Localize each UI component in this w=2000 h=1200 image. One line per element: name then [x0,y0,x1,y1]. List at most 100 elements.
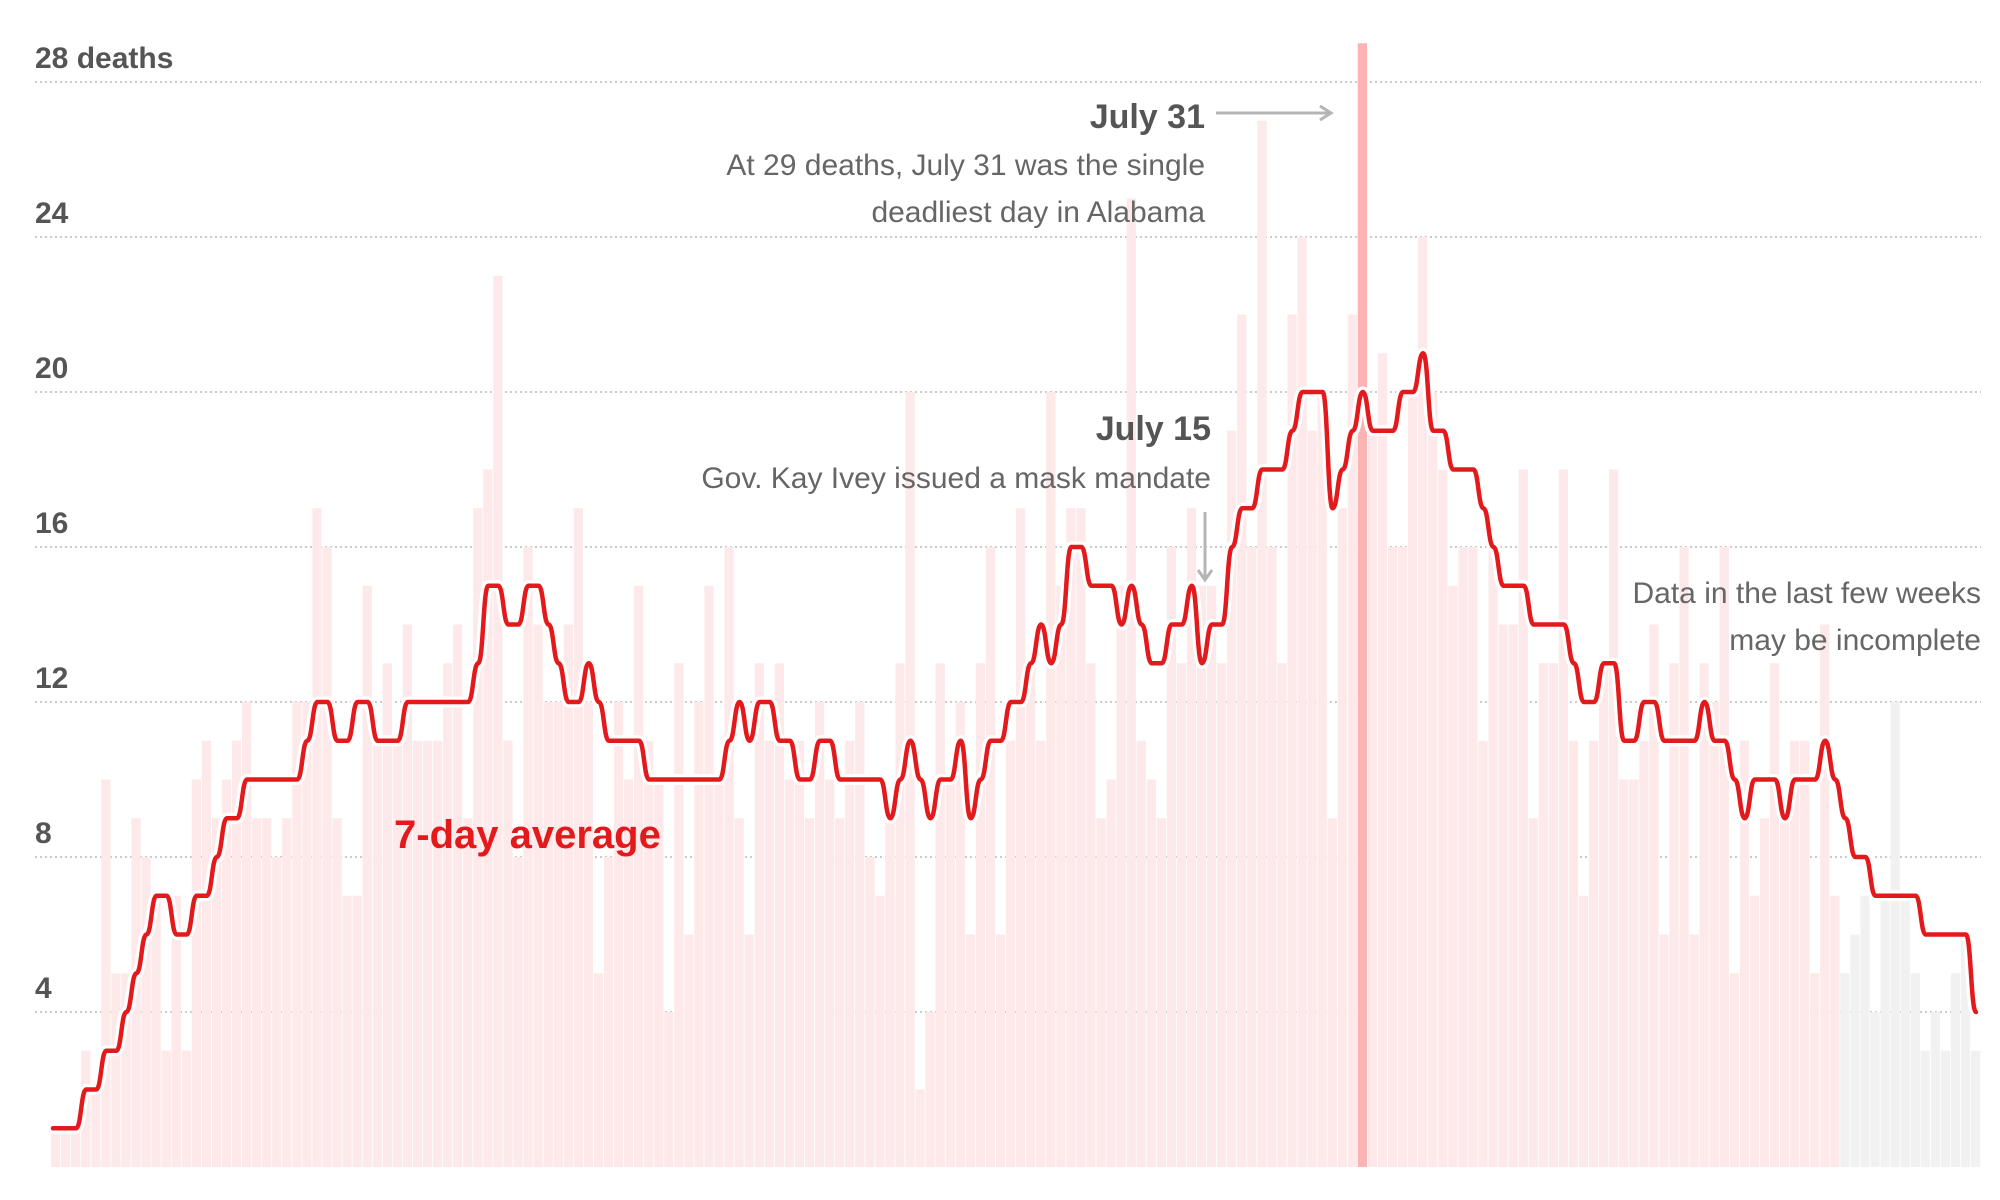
daily-bar [603,857,614,1167]
daily-bar [181,1050,191,1167]
daily-bar [694,702,704,1167]
daily-bar [915,1089,925,1167]
daily-bar [1800,740,1810,1167]
annotation-july-15: July 15 Gov. Kay Ivey issued a mask mand… [701,410,1214,583]
daily-bar [1096,818,1106,1167]
daily-bar [724,547,734,1167]
daily-bar [1206,585,1217,1167]
daily-bar [1377,353,1388,1167]
daily-bar [1619,779,1629,1167]
daily-bar [443,663,453,1167]
daily-bar [352,895,362,1167]
daily-bar [463,818,473,1167]
daily-bar [1568,740,1579,1167]
daily-bar [1146,779,1156,1167]
y-tick-label: 28 deaths [35,42,173,75]
arrow-down-icon [1196,512,1214,583]
daily-bar [1508,624,1518,1167]
daily-bar [855,702,865,1167]
daily-bar [1830,895,1840,1167]
daily-bar [1739,740,1750,1167]
daily-bar [1649,624,1659,1167]
daily-bar [382,663,392,1167]
daily-bars [51,43,1981,1167]
daily-bar [342,895,352,1167]
daily-bar [231,740,242,1167]
daily-bar [1005,740,1016,1167]
daily-bar [392,740,403,1167]
daily-bar [1810,973,1820,1167]
daily-bar [151,895,161,1167]
daily-bar [1749,895,1760,1167]
daily-bar [814,702,825,1167]
daily-bar [1227,430,1237,1167]
daily-bar [714,779,724,1167]
daily-bar [744,934,754,1167]
daily-bar [1779,818,1790,1167]
daily-bar [593,973,604,1167]
annotation-july-31: July 31 At 29 deaths, July 31 was the si… [726,98,1334,229]
daily-bar [935,663,945,1167]
daily-bar [1287,314,1297,1167]
daily-bar [1428,392,1438,1167]
daily-bar [1689,934,1699,1167]
y-tick-label: 8 [35,817,52,850]
daily-bar [623,779,634,1167]
daily-bar [804,818,815,1167]
daily-bar [1639,740,1649,1167]
daily-bar [1247,547,1257,1167]
y-tick-label: 4 [35,972,52,1005]
daily-bar [71,1128,81,1167]
daily-bar [1679,547,1689,1167]
daily-bar [362,585,372,1167]
daily-bar [1086,663,1096,1167]
daily-bar [945,779,955,1167]
seven-day-average-line [50,351,1979,1131]
daily-bar [121,973,131,1167]
y-tick-label: 12 [35,662,68,695]
daily-bar [302,702,312,1167]
daily-bar [141,857,151,1167]
daily-bar [1056,585,1066,1167]
daily-bar [885,818,895,1167]
daily-bar [1307,430,1317,1167]
daily-bar [221,779,232,1167]
daily-bar [985,547,996,1167]
daily-bar [1046,392,1056,1167]
daily-bar [483,469,493,1167]
annotation-july-15-line-1: Gov. Kay Ivey issued a mask mandate [701,462,1211,495]
daily-bar [1156,818,1166,1167]
daily-bar [1940,1050,1951,1167]
daily-bar [1609,469,1619,1167]
daily-bar [835,818,845,1167]
daily-bar [1659,934,1669,1167]
daily-bar [1719,547,1729,1167]
daily-bar [1880,895,1890,1167]
daily-bar [533,624,543,1167]
daily-bar [1820,624,1830,1167]
daily-bar [372,740,382,1167]
daily-bar [644,740,654,1167]
daily-bar [272,857,282,1167]
daily-bar [1387,547,1398,1167]
daily-bar [1016,508,1026,1167]
daily-bar [1217,663,1227,1167]
daily-bar [1458,547,1468,1167]
daily-bar [1599,663,1609,1167]
daily-bar [412,740,423,1167]
daily-bar [1337,508,1347,1167]
daily-bar [161,1050,171,1167]
incomplete-note-line-2: may be incomplete [1729,624,1981,657]
daily-bar [101,779,111,1167]
daily-bar [1397,547,1408,1167]
daily-bar [322,547,332,1167]
daily-bar [1950,973,1961,1167]
daily-bar [1699,663,1709,1167]
daily-bar [241,702,252,1167]
daily-bar [91,1089,101,1167]
daily-bar [1890,702,1900,1167]
daily-bar [1257,120,1267,1167]
daily-bar [734,818,744,1167]
daily-bar [332,818,342,1167]
daily-bar [1860,895,1870,1167]
